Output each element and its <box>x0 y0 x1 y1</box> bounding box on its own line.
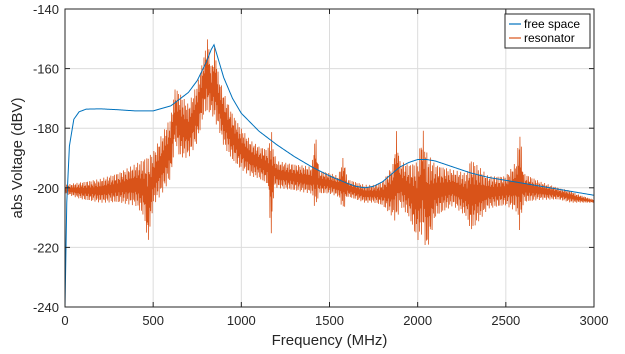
y-tick-label: -220 <box>33 240 59 255</box>
axes <box>64 8 595 308</box>
plot-area <box>65 39 594 307</box>
x-axis-label: Frequency (MHz) <box>272 332 388 349</box>
y-tick-label: -160 <box>33 62 59 77</box>
x-tick-label: 3000 <box>580 313 609 328</box>
x-tick-label: 2000 <box>403 313 432 328</box>
x-tick-label: 500 <box>142 313 164 328</box>
legend-entry-free-space: free space <box>524 17 580 31</box>
y-tick-label: -200 <box>33 181 59 196</box>
grid-lines <box>64 8 595 308</box>
series-free-space-line <box>65 43 594 307</box>
y-tick-label: -240 <box>33 300 59 315</box>
tick-labels: 0 500 1000 1500 2000 2500 3000 -240 -220 -200 -180… <box>33 2 608 328</box>
series-resonator-line <box>65 39 594 246</box>
x-tick-label: 0 <box>61 313 68 328</box>
y-tick-label: -140 <box>33 2 59 17</box>
x-tick-label: 1000 <box>227 313 256 328</box>
y-tick-label: -180 <box>33 121 59 136</box>
y-axis-label: abs Voltage (dBV) <box>9 98 26 219</box>
legend: free space resonator <box>504 13 591 49</box>
x-tick-label: 1500 <box>315 313 344 328</box>
axes-box <box>64 8 595 308</box>
legend-entry-resonator: resonator <box>524 31 575 45</box>
legend-box <box>504 13 591 49</box>
x-tick-label: 2500 <box>491 313 520 328</box>
